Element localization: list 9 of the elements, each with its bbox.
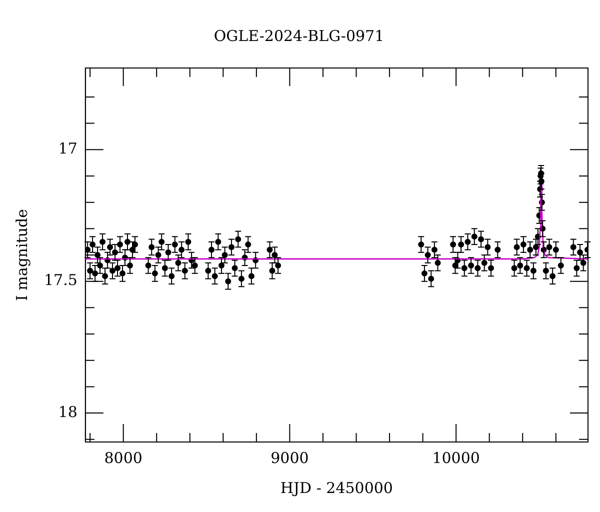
y-tick-label: 17 (58, 140, 78, 158)
x-tick-label: 8000 (104, 448, 142, 467)
x-axis-title: HJD - 2450000 (280, 478, 393, 497)
y-axis-title: I magnitude (12, 208, 31, 302)
y-tick-label: 18 (58, 402, 78, 421)
x-tick-label: 9000 (270, 448, 309, 467)
x-tick-label: 10000 (432, 448, 480, 467)
chart-title: OGLE-2024-BLG-0971 (214, 26, 384, 45)
y-tick-label: 17.5 (44, 271, 78, 290)
